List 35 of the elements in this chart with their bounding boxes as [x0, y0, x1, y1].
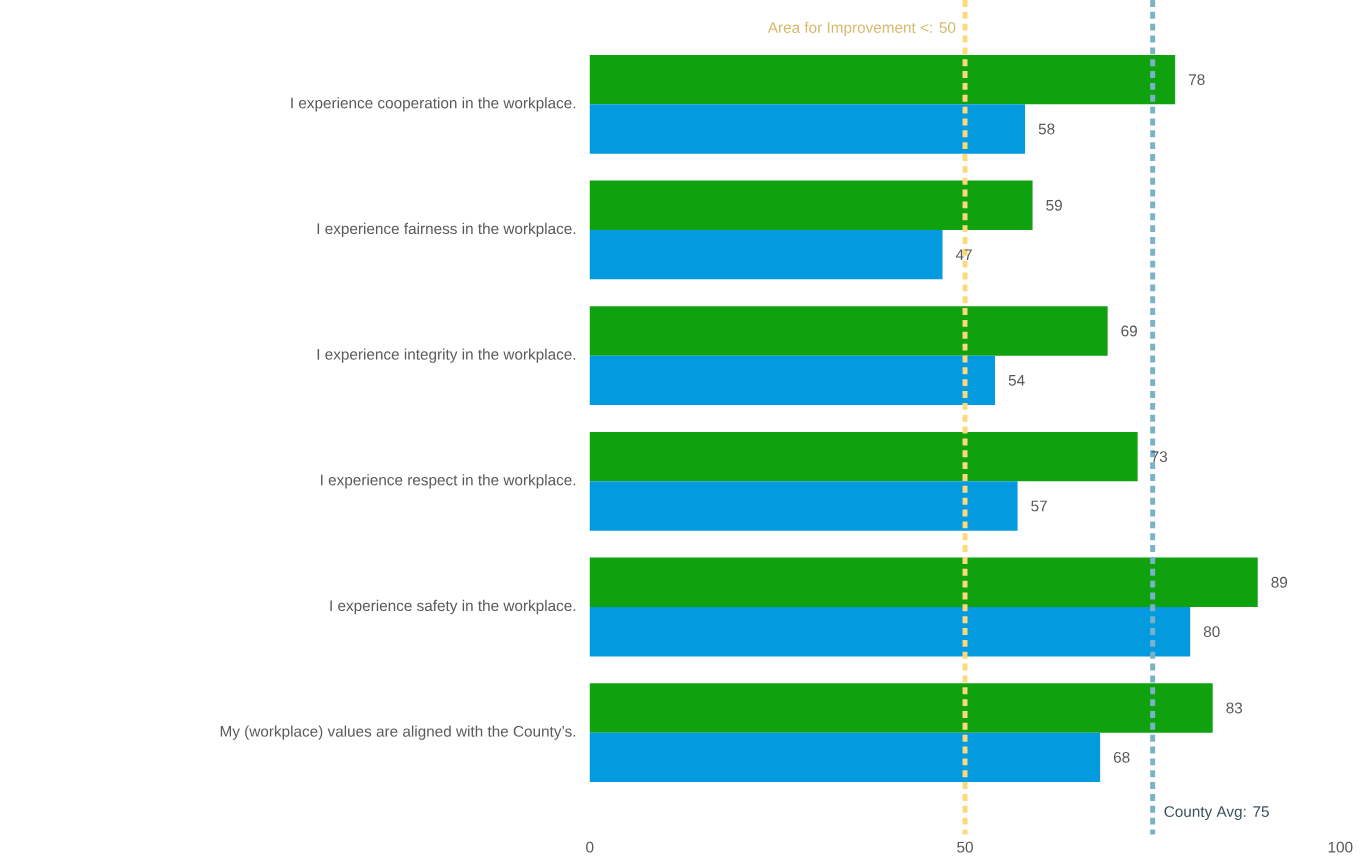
data-label: 54 — [1008, 375, 1025, 386]
data-label: 59 — [1046, 199, 1062, 211]
data-label: 68 — [1113, 751, 1130, 763]
data-label: 83 — [1226, 702, 1243, 714]
x-tick-label: 50 — [957, 841, 973, 853]
bar — [589, 683, 1213, 733]
bar — [589, 104, 1026, 154]
y-tick-label: I experience cooperation in the workplace. — [291, 97, 576, 112]
ref-line-label: County Avg: 75 — [1164, 806, 1269, 821]
ref-line-label: Area for Improvement <: 50 — [767, 21, 956, 37]
data-label: 78 — [1189, 74, 1205, 86]
bar — [589, 180, 1033, 230]
bar — [589, 732, 1101, 783]
y-tick-label: I experience integrity in the workplace. — [317, 348, 576, 363]
bar — [589, 355, 996, 406]
x-tick-label: 0 — [586, 841, 594, 853]
data-label: 58 — [1038, 123, 1055, 135]
y-tick-label: I experience safety in the workplace. — [330, 599, 576, 615]
bar — [589, 306, 1108, 356]
bar — [589, 481, 1018, 531]
y-tick-label: I experience respect in the workplace. — [321, 474, 576, 489]
x-tick-label: 100 — [1328, 841, 1353, 853]
y-tick-label: My (workplace) values are aligned with the County’s. — [220, 725, 576, 740]
bar — [589, 557, 1258, 607]
bar — [589, 431, 1138, 482]
data-label: 57 — [1031, 500, 1047, 512]
bar — [589, 606, 1191, 657]
data-label: 80 — [1203, 626, 1220, 638]
y-tick-label: I experience fairness in the workplace. — [317, 222, 576, 238]
data-label: 73 — [1151, 451, 1168, 463]
data-label: 69 — [1121, 325, 1137, 337]
bar — [589, 54, 1176, 105]
data-label: 47 — [955, 249, 972, 260]
data-label: 89 — [1271, 576, 1288, 588]
bar — [589, 229, 943, 280]
